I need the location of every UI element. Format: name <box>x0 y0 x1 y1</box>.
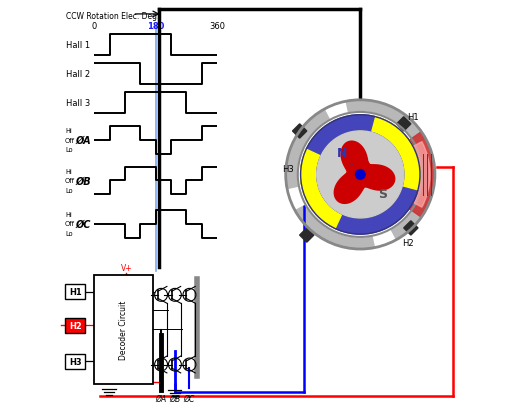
Bar <box>94 275 153 384</box>
Bar <box>396 117 411 132</box>
Text: ØB: ØB <box>75 176 91 186</box>
Bar <box>300 228 314 243</box>
Text: ØB: ØB <box>169 394 180 403</box>
Text: N: N <box>337 146 347 159</box>
Wedge shape <box>414 140 434 162</box>
Text: Off: Off <box>65 221 75 227</box>
Text: Off: Off <box>65 137 75 143</box>
Text: ØC: ØC <box>184 394 195 403</box>
Text: CCW Rotation Elec. Deg.: CCW Rotation Elec. Deg. <box>66 12 160 21</box>
Text: ØA: ØA <box>75 136 91 146</box>
Text: H3: H3 <box>282 165 294 174</box>
Wedge shape <box>301 115 420 234</box>
Text: Hall 1: Hall 1 <box>66 40 90 49</box>
Bar <box>292 125 307 139</box>
Text: Decoder Circuit: Decoder Circuit <box>119 300 128 360</box>
Wedge shape <box>371 117 420 190</box>
Text: H2: H2 <box>69 321 82 330</box>
Circle shape <box>356 170 365 180</box>
Bar <box>65 284 85 299</box>
Circle shape <box>298 113 423 237</box>
Circle shape <box>286 100 435 249</box>
Text: 180: 180 <box>147 22 164 31</box>
Wedge shape <box>301 150 342 229</box>
Text: Hall 3: Hall 3 <box>66 98 90 107</box>
Text: Off: Off <box>65 177 75 183</box>
Wedge shape <box>408 133 434 217</box>
Wedge shape <box>373 229 396 249</box>
Text: H2: H2 <box>402 239 413 247</box>
Text: Hi: Hi <box>65 168 72 174</box>
Polygon shape <box>335 142 394 204</box>
Text: Lo: Lo <box>65 187 73 193</box>
Text: H1: H1 <box>407 113 419 122</box>
Text: Lo: Lo <box>65 230 73 237</box>
Bar <box>404 221 418 235</box>
Bar <box>65 318 85 333</box>
Text: ØA: ØA <box>155 394 167 403</box>
Text: Lo: Lo <box>65 147 73 153</box>
Text: Hi: Hi <box>65 128 72 134</box>
Text: Hall 2: Hall 2 <box>66 70 90 79</box>
Text: V+: V+ <box>120 263 132 272</box>
Text: Hi: Hi <box>65 211 72 217</box>
Text: S: S <box>378 188 387 201</box>
Text: H1: H1 <box>69 287 82 296</box>
Text: 360: 360 <box>209 22 225 31</box>
Wedge shape <box>325 102 348 121</box>
Wedge shape <box>287 188 306 210</box>
Bar <box>65 354 85 369</box>
Text: H3: H3 <box>69 357 82 366</box>
Text: 0: 0 <box>92 22 97 31</box>
Text: ØC: ØC <box>75 220 90 230</box>
Text: △: △ <box>349 162 354 168</box>
Circle shape <box>317 132 404 218</box>
Wedge shape <box>414 142 430 208</box>
